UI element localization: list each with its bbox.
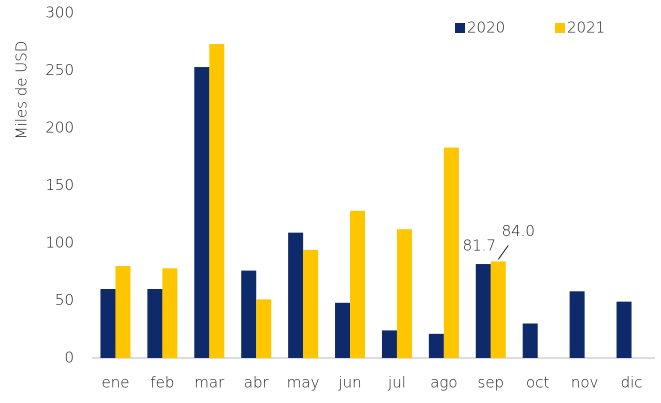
bar <box>162 268 177 358</box>
x-tick-label: dic <box>621 374 643 392</box>
bar <box>570 291 585 358</box>
x-tick-label: may <box>287 374 320 392</box>
x-tick-label: sep <box>478 374 505 392</box>
bar <box>491 261 506 358</box>
x-tick-label: oct <box>526 374 549 392</box>
x-tick-label: jul <box>387 374 406 392</box>
y-axis-label: Miles de USD <box>13 41 31 140</box>
y-tick-label: 300 <box>45 4 74 22</box>
bar <box>350 211 365 358</box>
bar <box>256 299 271 358</box>
value-label: 84.0 <box>502 222 535 240</box>
y-tick-label: 250 <box>45 61 74 79</box>
bar <box>429 334 444 358</box>
bar <box>209 44 224 358</box>
bar <box>397 229 412 358</box>
bar <box>100 289 115 358</box>
x-tick-label: ago <box>430 374 457 392</box>
bar <box>194 67 209 358</box>
legend-label: 2020 <box>467 19 505 37</box>
x-tick-label: mar <box>194 374 225 392</box>
leader-line <box>498 245 508 259</box>
x-tick-label: nov <box>571 374 599 392</box>
bar <box>335 303 350 358</box>
y-tick-label: 100 <box>45 234 74 252</box>
y-tick-label: 0 <box>64 349 74 367</box>
bar <box>288 233 303 358</box>
legend-swatch <box>455 23 465 33</box>
bar <box>303 250 318 358</box>
bar <box>617 302 632 358</box>
x-tick-label: ene <box>101 374 129 392</box>
legend-label: 2021 <box>567 19 605 37</box>
legend-swatch <box>555 23 565 33</box>
bar <box>147 289 162 358</box>
x-tick-label: abr <box>244 374 270 392</box>
bar <box>476 264 491 358</box>
bar <box>523 324 538 359</box>
value-label: 81.7 <box>463 237 496 255</box>
y-tick-label: 50 <box>55 291 74 309</box>
y-tick-label: 150 <box>45 176 74 194</box>
y-tick-label: 200 <box>45 119 74 137</box>
bar <box>444 148 459 358</box>
bar <box>382 330 397 358</box>
x-tick-label: jun <box>337 374 361 392</box>
bar <box>115 266 130 358</box>
bar <box>241 271 256 358</box>
x-tick-label: feb <box>150 374 174 392</box>
chart: Miles de USD 0 50 100 150 200 250 300 ene feb mar… <box>0 0 661 403</box>
